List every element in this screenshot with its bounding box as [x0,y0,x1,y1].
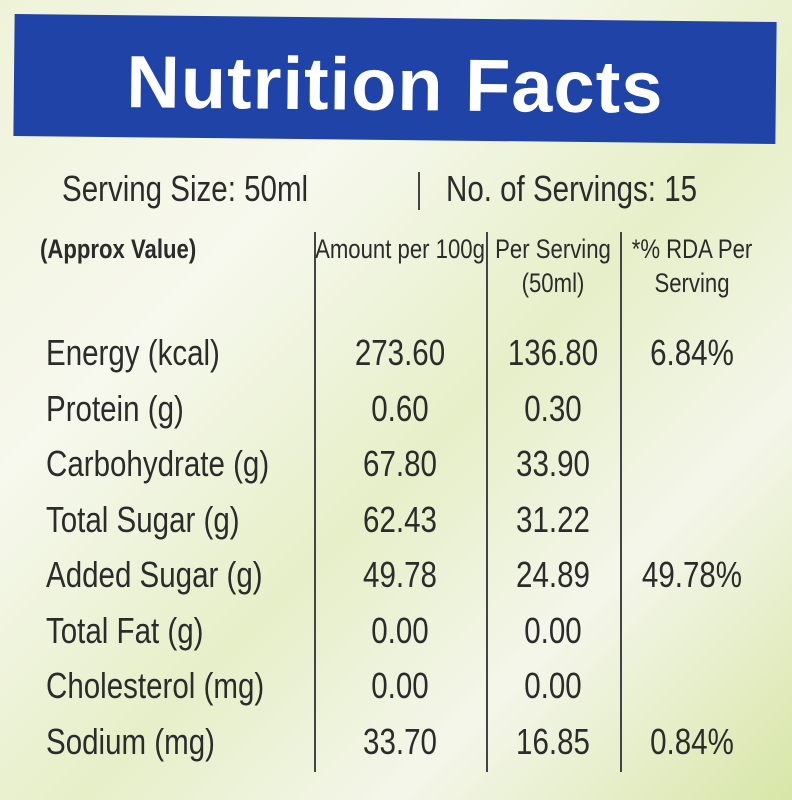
column-rule [620,232,622,772]
nutrient-name: Sodium (mg) [46,720,215,762]
nutrient-name: Cholesterol (mg) [46,665,265,706]
nutrient-value: 0.00 [524,609,582,651]
column-rule [486,232,488,772]
nutrient-value: 49.78% [641,554,743,595]
column-header: Per Serving (50ml) [495,234,611,298]
column-header: *% RDA Per Serving [631,234,753,298]
nutrient-name: Energy (kcal) [46,332,220,373]
column-header: (Approx Value) [40,234,197,264]
nutrient-value: 49.78 [363,554,437,595]
nutrient-value: 24.89 [516,554,590,595]
nutrient-value: 273.60 [354,332,446,373]
separator [418,172,420,210]
nutrient-value: 33.90 [516,443,590,484]
title: Nutrition Facts [125,40,664,129]
serving-size: Serving Size: 50ml [62,168,309,209]
servings-count: No. of Servings: 15 [446,168,698,209]
nutrient-value: 31.22 [516,498,590,540]
nutrient-name: Protein (g) [46,387,184,429]
nutrient-value: 67.80 [363,443,437,484]
nutrient-name: Added Sugar (g) [46,554,263,595]
nutrient-name: Carbohydrate (g) [46,443,270,484]
column-header: Amount per 100g [315,234,485,264]
nutrient-value: 33.70 [363,720,437,762]
nutrient-value: 0.00 [524,665,582,706]
nutrient-value: 0.60 [371,387,429,429]
nutrient-name: Total Fat (g) [46,609,204,651]
nutrient-name: Total Sugar (g) [46,498,240,540]
nutrient-value: 6.84% [650,332,734,373]
nutrient-value: 62.43 [363,498,437,540]
nutrient-value: 0.00 [371,609,429,651]
nutrient-value: 0.00 [371,665,429,706]
nutrient-value: 136.80 [507,332,599,373]
nutrient-value: 16.85 [516,720,590,762]
nutrient-value: 0.30 [524,387,582,429]
title-banner: Nutrition Facts [13,14,777,144]
column-rule [314,232,316,772]
nutrient-value: 0.84% [650,720,734,762]
